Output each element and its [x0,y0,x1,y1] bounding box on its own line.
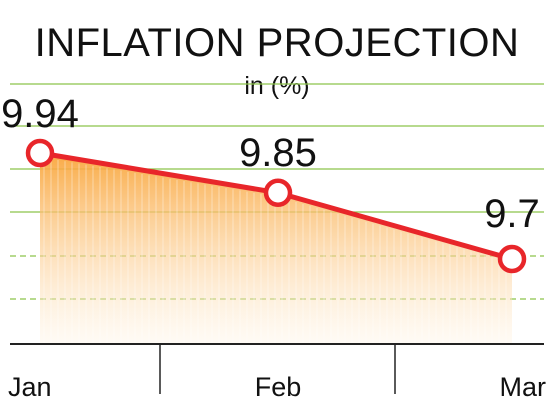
stripe-layer [43,157,507,344]
data-point-jan [25,138,55,168]
x-axis: Jan Feb Mar [8,343,547,402]
data-point-feb [263,178,293,207]
x-tick-label-jan: Jan [8,372,52,402]
x-tick-label-feb: Feb [255,372,302,402]
area-fill [40,153,512,344]
area-layer [40,153,512,344]
x-tick-label-mar: Mar [500,372,547,402]
data-label-jan: 9.94 [1,92,79,136]
chart-subtitle: in (%) [244,72,309,100]
data-point-mar [497,244,527,274]
marker-layer [25,138,527,274]
data-label-mar: 9.7 [484,192,540,236]
data-label-feb: 9.85 [239,131,317,175]
chart-title: INFLATION PROJECTION [35,21,520,65]
label-layer: 9.94 9.85 9.7 [1,92,540,236]
